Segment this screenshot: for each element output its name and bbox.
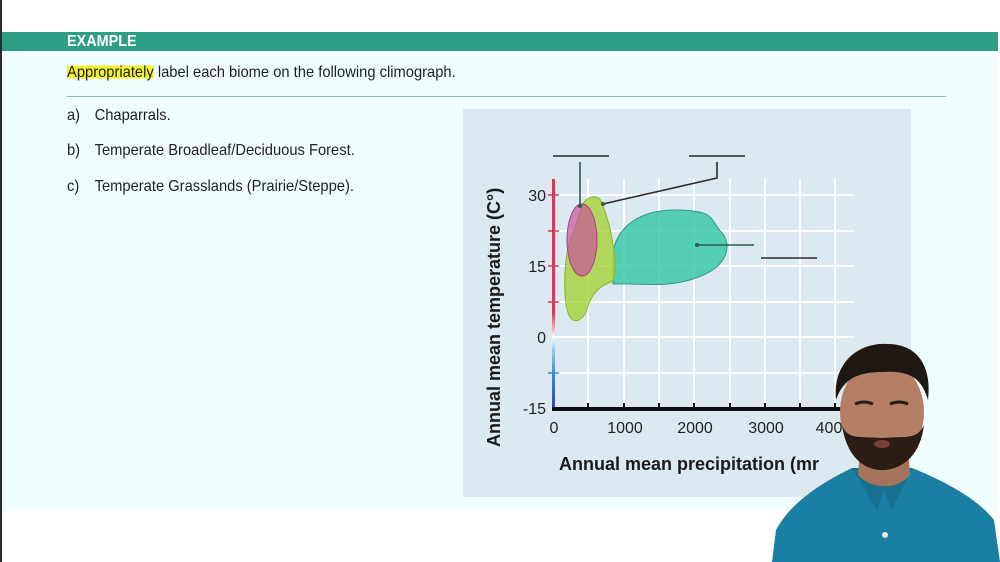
question-prompt: Appropriately label each biome on the fo… xyxy=(67,64,456,82)
x-tick-1000: 1000 xyxy=(607,420,643,437)
x-axis-ticks xyxy=(587,403,836,411)
highlighted-word: Appropriately xyxy=(67,64,154,81)
x-tick-3000: 3000 xyxy=(748,420,784,437)
x-tick-0: 0 xyxy=(550,420,559,437)
y-axis xyxy=(552,179,555,410)
y-axis-title: Annual mean temperature (C°) xyxy=(484,188,504,447)
example-banner: EXAMPLE xyxy=(2,32,998,51)
climograph-panel: 30 15 0 -15 0 1000 2000 3000 400 Annual … xyxy=(463,109,911,497)
option-c: c) Temperate Grasslands (Prairie/Steppe). xyxy=(67,178,354,196)
y-tick-30: 30 xyxy=(528,188,546,205)
banner-title: EXAMPLE xyxy=(67,33,137,50)
option-label: Temperate Broadleaf/Deciduous Forest. xyxy=(94,142,355,159)
prompt-text: label each biome on the following climog… xyxy=(153,64,456,81)
label-lines xyxy=(553,155,817,259)
teal-biome-region xyxy=(612,209,728,286)
presenter-video-overlay xyxy=(772,340,1000,562)
x-tick-2000: 2000 xyxy=(677,420,713,437)
y-tick-15: 15 xyxy=(528,259,546,276)
y-axis-ticks xyxy=(548,194,559,374)
option-label: Chaparrals. xyxy=(94,107,171,124)
climograph: 30 15 0 -15 0 1000 2000 3000 400 Annual … xyxy=(484,155,854,474)
option-a: a) Chaparrals. xyxy=(67,107,171,125)
y-tick-0: 0 xyxy=(537,330,546,347)
pink-biome-region xyxy=(566,203,598,277)
y-tick-neg15: -15 xyxy=(523,401,546,418)
leader-line-2 xyxy=(602,162,718,205)
option-label: Temperate Grasslands (Prairie/Steppe). xyxy=(94,178,354,195)
x-tick-4000: 400 xyxy=(816,420,843,437)
x-axis-title: Annual mean precipitation (mr xyxy=(559,454,819,474)
window-left-edge xyxy=(0,0,2,562)
separator-line xyxy=(67,96,946,97)
presenter-figure xyxy=(772,343,1000,562)
x-axis xyxy=(552,407,854,411)
option-letter: a) xyxy=(67,107,81,124)
option-b: b) Temperate Broadleaf/Deciduous Forest. xyxy=(67,142,355,160)
option-letter: b) xyxy=(67,142,81,159)
option-letter: c) xyxy=(67,178,80,195)
